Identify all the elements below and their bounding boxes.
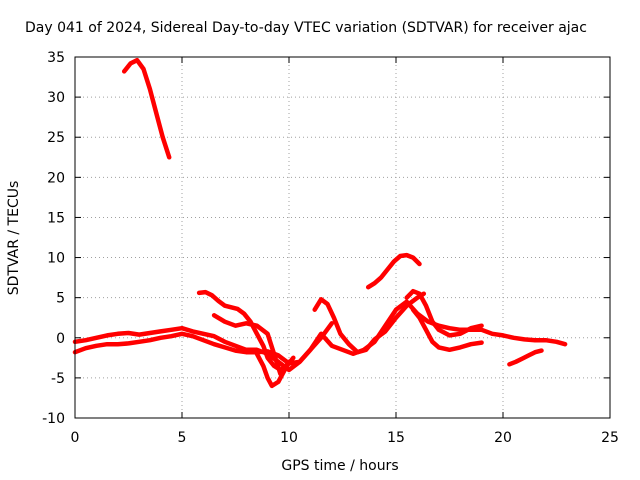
y-tick-label: -10	[42, 411, 65, 427]
chart-title: Day 041 of 2024, Sidereal Day-to-day VTE…	[25, 20, 587, 36]
y-tick-label: 5	[56, 291, 65, 307]
series-layer	[72, 57, 568, 389]
ticks: 0 5 10 15 20 25 -10 -5 0 5 10 15 20 25 30 35	[42, 50, 619, 446]
series-line-arc-f	[254, 351, 287, 389]
series-line-arc-e	[211, 313, 292, 377]
series-line-arc-k	[507, 348, 544, 367]
series-line-arc-g	[312, 291, 427, 355]
x-tick-label: 0	[71, 430, 80, 446]
x-tick-label: 25	[601, 430, 619, 446]
y-axis-label: SDTVAR / TECUs	[6, 181, 22, 296]
y-tick-label: 25	[47, 130, 65, 146]
series-line-arc-a	[121, 57, 172, 160]
x-tick-label: 10	[280, 430, 298, 446]
x-tick-label: 5	[178, 430, 187, 446]
series-line-arc-j	[404, 288, 484, 338]
series-line-arc-b	[72, 299, 568, 373]
y-tick-label: 30	[47, 90, 65, 106]
plot-frame	[74, 56, 611, 419]
y-tick-label: 15	[47, 210, 65, 226]
y-tick-label: 35	[47, 50, 65, 66]
y-tick-label: 10	[47, 251, 65, 267]
series-line-arc-h	[365, 252, 422, 290]
y-tick-label: 20	[47, 170, 65, 186]
x-tick-label: 15	[387, 430, 405, 446]
x-axis-label: GPS time / hours	[281, 458, 398, 474]
y-tick-label: -5	[51, 371, 65, 387]
y-tick-label: 0	[56, 331, 65, 347]
x-tick-label: 20	[494, 430, 512, 446]
series-line-arc-i	[410, 307, 484, 353]
grid	[75, 57, 610, 418]
